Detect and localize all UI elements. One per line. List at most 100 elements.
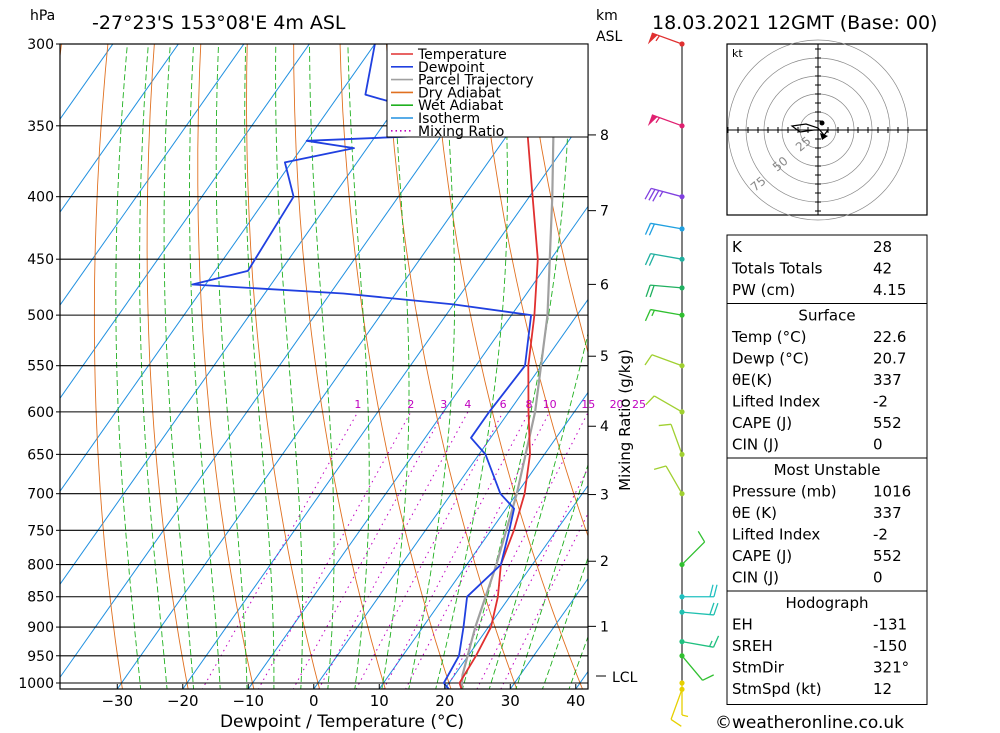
wind-barb-staff bbox=[651, 354, 683, 367]
most-unstable-title: Most Unstable bbox=[774, 461, 881, 479]
wind-barb-pennant bbox=[647, 114, 658, 127]
isotherm-line bbox=[247, 205, 588, 689]
height-tick-label: 1 bbox=[600, 619, 609, 635]
wind-barb-staff bbox=[681, 640, 714, 648]
surface-value: 22.6 bbox=[873, 328, 906, 346]
legend-label: Temperature bbox=[417, 47, 507, 63]
temperature-tick-label: 30 bbox=[501, 692, 520, 710]
surface-value: -2 bbox=[873, 393, 888, 411]
wind-barb-staff bbox=[650, 187, 683, 198]
wind-barb bbox=[647, 114, 685, 129]
wind-barb bbox=[644, 308, 685, 322]
wind-barb-flag bbox=[648, 254, 656, 266]
wet-adiabat-line bbox=[309, 44, 335, 689]
pressure-tick-label: 450 bbox=[27, 252, 54, 268]
hodograph-table-value: -131 bbox=[873, 616, 907, 634]
indices-value: 4.15 bbox=[873, 281, 906, 299]
wind-barb-staff bbox=[681, 541, 706, 566]
dry-adiabat-line bbox=[246, 44, 321, 689]
wind-barb-flag bbox=[644, 223, 652, 235]
wind-barb-flag bbox=[645, 284, 651, 298]
wind-barb-flag bbox=[713, 584, 718, 597]
surface-label: θE(K) bbox=[732, 371, 772, 389]
surface-label: CIN (J) bbox=[732, 436, 779, 454]
hodograph-table-box bbox=[726, 590, 928, 705]
wind-barb-staff bbox=[653, 395, 683, 413]
legend-label: Parcel Trajectory bbox=[418, 73, 534, 89]
dry-adiabat-line bbox=[478, 44, 588, 538]
most-unstable-value: 552 bbox=[873, 547, 902, 565]
y2-axis-title: Mixing Ratio (g/kg) bbox=[616, 349, 634, 491]
wind-barb-flag bbox=[648, 223, 656, 236]
surface-label: Temp (°C) bbox=[731, 328, 806, 346]
pressure-tick-label: 550 bbox=[27, 359, 54, 375]
temperature-tick-label: 10 bbox=[370, 692, 389, 710]
wind-barb-flag bbox=[709, 584, 714, 597]
surface-label: Lifted Index bbox=[732, 393, 820, 411]
profiles bbox=[191, 44, 557, 689]
hodograph-table-value: 321° bbox=[873, 659, 909, 677]
most-unstable-label: Pressure (mb) bbox=[732, 483, 837, 501]
wind-barb-staff bbox=[670, 689, 683, 720]
most-unstable-value: 1016 bbox=[873, 483, 911, 501]
wet-adiabat-line bbox=[163, 44, 195, 689]
height-tick-label: 5 bbox=[600, 349, 609, 365]
wind-barb bbox=[679, 653, 714, 681]
wind-barb bbox=[679, 635, 720, 648]
mixing-ratio-label: 25 bbox=[632, 398, 646, 411]
wind-barb bbox=[679, 530, 706, 568]
indices-label: Totals Totals bbox=[731, 260, 823, 278]
legend-label: Wet Adiabat bbox=[418, 98, 504, 114]
pressure-tick-label: 650 bbox=[27, 447, 54, 463]
most-unstable-label: Lifted Index bbox=[732, 526, 820, 544]
wind-barb-staff bbox=[681, 655, 704, 681]
wet-adiabat-line bbox=[115, 44, 142, 689]
wind-barb-staff bbox=[650, 253, 683, 260]
wind-barb bbox=[679, 602, 719, 616]
pressure-tick-label: 850 bbox=[27, 590, 54, 606]
wet-adiabat-line bbox=[462, 44, 570, 689]
temperature-tick-label: 20 bbox=[435, 692, 454, 710]
indices-label: K bbox=[732, 238, 743, 256]
wind-barb-flag bbox=[644, 188, 652, 200]
wet-adiabat-line bbox=[435, 44, 508, 689]
wet-adiabat-line bbox=[215, 44, 248, 689]
temperature-line bbox=[458, 44, 539, 689]
wind-barb-pennant bbox=[647, 33, 658, 45]
isotherm-line bbox=[378, 391, 588, 689]
temperature-tick-label: −10 bbox=[232, 692, 264, 710]
mixing-ratio-label: 1 bbox=[354, 398, 361, 411]
mixing-ratio-labels: 1 2 3 4 6 8 10 15 20 25 bbox=[354, 398, 646, 411]
isotherm-line bbox=[116, 44, 572, 689]
wind-barb bbox=[679, 584, 718, 600]
wet-adiabat-line bbox=[189, 44, 221, 689]
most-unstable-value: 0 bbox=[873, 569, 883, 587]
wind-barb bbox=[644, 253, 685, 266]
wind-barb-flag bbox=[649, 285, 655, 298]
wind-barb-flag bbox=[653, 465, 667, 471]
most-unstable-label: θE (K) bbox=[732, 504, 777, 522]
x-axis-title: Dewpoint / Temperature (°C) bbox=[220, 712, 464, 732]
height-tick-label: 3 bbox=[600, 488, 609, 504]
mixing-ratio-line bbox=[476, 466, 588, 689]
wind-barb-flag bbox=[709, 602, 715, 615]
pressure-axis-labels: 300 350 400 450 500 550 600 650 700 750 800 850 900 9… bbox=[18, 37, 60, 692]
wind-barb-half-flag bbox=[708, 640, 713, 647]
wind-barb-flag bbox=[670, 718, 682, 727]
wind-barb-flag bbox=[713, 603, 719, 616]
most-unstable-value: -2 bbox=[873, 526, 888, 544]
wind-barb-staff bbox=[665, 465, 683, 495]
legend-label: Dry Adiabat bbox=[418, 85, 501, 101]
mixing-ratio-line bbox=[383, 411, 530, 689]
surface-value: 337 bbox=[873, 371, 902, 389]
dry-adiabat-line bbox=[525, 44, 588, 355]
dry-adiabat-line bbox=[983, 26, 1000, 709]
hpa-label: hPa bbox=[30, 8, 55, 24]
pressure-tick-label: 300 bbox=[27, 37, 54, 53]
temperature-tick-label: 40 bbox=[566, 692, 585, 710]
hodograph-storm-marker bbox=[819, 120, 825, 126]
background-lines bbox=[60, 26, 1000, 709]
